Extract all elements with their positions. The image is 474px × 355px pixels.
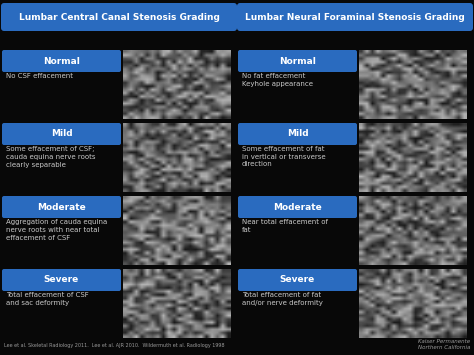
Text: Lumbar Central Canal Stenosis Grading: Lumbar Central Canal Stenosis Grading: [18, 12, 219, 22]
Bar: [359, 196, 467, 265]
Text: Total effacement of fat
and/or nerve deformity: Total effacement of fat and/or nerve def…: [242, 292, 323, 306]
Text: Severe: Severe: [44, 275, 79, 284]
Text: Lee et al. Skeletal Radiology 2011.  Lee et al. AJR 2010.  Wildermuth et al. Rad: Lee et al. Skeletal Radiology 2011. Lee …: [4, 343, 225, 348]
Text: Normal: Normal: [43, 56, 80, 66]
FancyBboxPatch shape: [2, 269, 121, 291]
Text: No fat effacement
Keyhole appearance: No fat effacement Keyhole appearance: [242, 73, 313, 87]
Text: Severe: Severe: [280, 275, 315, 284]
FancyBboxPatch shape: [2, 196, 121, 218]
Text: Kaiser Permanente
Northern California: Kaiser Permanente Northern California: [418, 339, 470, 350]
Text: Moderate: Moderate: [37, 202, 86, 212]
Text: Mild: Mild: [51, 130, 73, 138]
FancyBboxPatch shape: [238, 196, 357, 218]
FancyBboxPatch shape: [238, 50, 357, 72]
FancyBboxPatch shape: [238, 269, 357, 291]
FancyBboxPatch shape: [2, 50, 121, 72]
Bar: [359, 123, 467, 192]
Text: Near total effacement of
fat: Near total effacement of fat: [242, 219, 328, 233]
Text: No CSF effacement: No CSF effacement: [6, 73, 73, 79]
FancyBboxPatch shape: [237, 3, 473, 31]
Text: Moderate: Moderate: [273, 202, 322, 212]
Text: Some effacement of CSF;
cauda equina nerve roots
clearly separable: Some effacement of CSF; cauda equina ner…: [6, 146, 95, 168]
Text: Mild: Mild: [287, 130, 308, 138]
FancyBboxPatch shape: [238, 123, 357, 145]
Bar: [123, 269, 231, 338]
Bar: [123, 123, 231, 192]
Bar: [123, 196, 231, 265]
Text: Some effacement of fat
in vertical or transverse
direction: Some effacement of fat in vertical or tr…: [242, 146, 326, 168]
FancyBboxPatch shape: [1, 3, 237, 31]
Text: Aggregation of cauda equina
nerve roots with near total
effacement of CSF: Aggregation of cauda equina nerve roots …: [6, 219, 107, 240]
Bar: [359, 269, 467, 338]
Text: Total effacement of CSF
and sac deformity: Total effacement of CSF and sac deformit…: [6, 292, 89, 306]
Bar: [123, 50, 231, 119]
Bar: [359, 50, 467, 119]
FancyBboxPatch shape: [2, 123, 121, 145]
Text: Normal: Normal: [279, 56, 316, 66]
Text: Lumbar Neural Foraminal Stenosis Grading: Lumbar Neural Foraminal Stenosis Grading: [245, 12, 465, 22]
